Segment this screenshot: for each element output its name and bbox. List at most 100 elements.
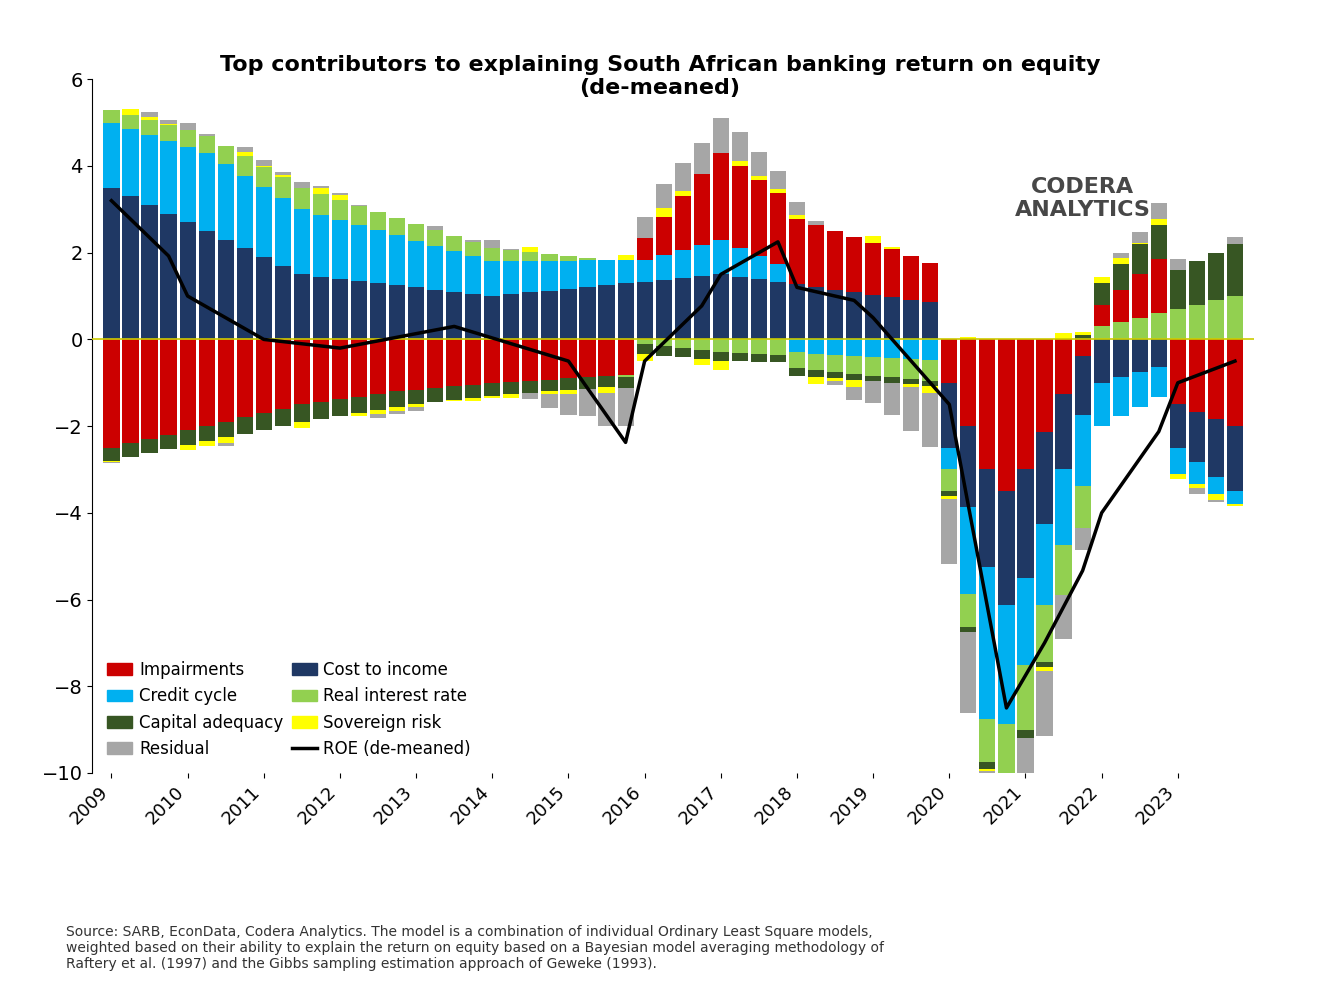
Bar [503,250,520,251]
Bar [960,626,977,632]
Bar [618,260,634,283]
Bar [1036,431,1052,523]
Bar [598,339,615,377]
Bar [1018,729,1034,738]
Bar [789,219,805,284]
Bar [370,339,387,394]
Bar [446,291,462,339]
Bar [751,179,767,256]
Bar [941,496,957,498]
Bar [865,382,882,403]
Text: CODERA
ANALYTICS: CODERA ANALYTICS [1015,176,1150,220]
Bar [428,230,444,246]
Bar [503,394,520,398]
Bar [1036,667,1052,671]
Bar [923,339,939,360]
Bar [865,294,882,339]
Bar [1036,605,1052,662]
Bar [1113,253,1129,259]
Bar [161,339,177,435]
Bar [789,202,805,215]
Bar [1170,309,1185,339]
Bar [103,461,120,463]
Bar [370,230,387,283]
Bar [865,243,882,294]
Bar [218,443,234,446]
Bar [198,441,215,446]
Bar [218,165,234,240]
Bar [656,255,672,279]
Bar [998,339,1015,492]
Bar [428,387,444,402]
Bar [846,339,862,356]
Bar [998,605,1015,724]
Bar [998,786,1015,900]
Bar [808,377,824,385]
Bar [923,360,939,381]
Bar [331,278,348,339]
Bar [731,248,748,276]
Bar [770,193,785,264]
Bar [846,380,862,386]
Bar [141,135,157,205]
Bar [351,225,367,280]
Bar [408,339,424,389]
Bar [1113,378,1129,416]
Bar [541,255,557,261]
Bar [161,435,177,449]
Bar [1056,470,1072,545]
Bar [256,339,272,413]
Bar [751,279,767,339]
Bar [294,339,310,404]
Bar [218,339,234,422]
Bar [389,285,405,339]
Bar [465,385,482,398]
Bar [1170,404,1185,448]
Bar [446,386,462,400]
Bar [903,385,919,387]
Bar [408,389,424,404]
Bar [103,339,120,448]
Bar [256,413,272,430]
Bar [161,124,177,125]
Legend: Impairments, Credit cycle, Capital adequacy, Residual, Cost to income, Real inte: Impairments, Credit cycle, Capital adequ… [100,654,478,765]
Bar [123,339,139,444]
Bar [923,385,939,393]
Bar [731,276,748,339]
Bar [865,357,882,376]
Bar [561,261,577,288]
Bar [180,147,195,222]
Bar [694,360,710,365]
Bar [618,255,634,260]
Bar [1208,419,1224,477]
Bar [180,222,195,339]
Bar [141,339,157,439]
Bar [103,123,120,187]
Bar [808,370,824,377]
Bar [579,259,595,261]
Bar [465,294,482,339]
Bar [198,339,215,426]
Bar [770,355,785,362]
Bar [1189,488,1205,495]
Bar [694,174,710,245]
Bar [1131,232,1148,243]
Bar [370,394,387,409]
Bar [1074,486,1090,528]
Bar [579,378,595,388]
Bar [636,238,652,260]
Bar [1036,339,1052,431]
Bar [141,205,157,339]
Bar [694,350,710,360]
Bar [198,134,215,136]
Bar [808,354,824,370]
Bar [1074,339,1090,356]
Bar [523,253,539,261]
Text: Source: SARB, EconData, Codera Analytics. The model is a combination of individu: Source: SARB, EconData, Codera Analytics… [66,925,884,971]
Bar [1018,738,1034,825]
Bar [694,143,710,174]
Bar [941,470,957,492]
Bar [1189,305,1205,339]
Bar [408,241,424,287]
Bar [1056,393,1072,470]
